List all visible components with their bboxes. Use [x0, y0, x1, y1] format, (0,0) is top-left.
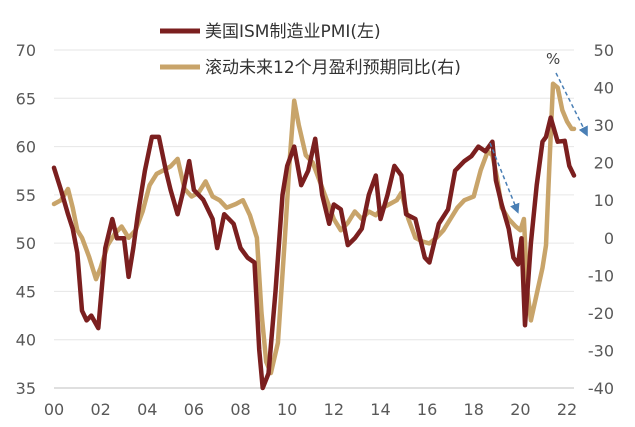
percent-annotation: %	[546, 50, 560, 68]
right-tick-label: -20	[588, 304, 614, 323]
x-tick-label: 18	[464, 400, 484, 419]
x-tick-label: 00	[44, 400, 64, 419]
right-tick-label: 0	[604, 229, 614, 248]
left-tick-label: 35	[16, 379, 36, 398]
x-tick-label: 02	[90, 400, 110, 419]
x-tick-label: 16	[417, 400, 437, 419]
x-tick-label: 20	[510, 400, 530, 419]
x-tick-label: 14	[370, 400, 390, 419]
right-tick-label: 50	[594, 41, 614, 60]
left-tick-label: 70	[16, 41, 36, 60]
trend-arrow-2019	[489, 142, 520, 214]
series-line-pmi	[51, 115, 577, 391]
x-tick-label: 12	[324, 400, 344, 419]
x-axis-ticks: 00 02 04 06 08 10 12 14 16 18 20 22	[44, 400, 577, 419]
gridlines	[54, 49, 574, 341]
right-tick-label: -10	[588, 266, 614, 285]
right-tick-label: -40	[588, 379, 614, 398]
x-tick-label: 06	[184, 400, 204, 419]
left-axis-ticks: 70 65 60 55 50 45 40 35	[16, 41, 36, 398]
right-tick-label: 40	[594, 79, 614, 98]
left-tick-label: 55	[16, 186, 36, 205]
left-tick-label: 65	[16, 89, 36, 108]
x-tick-label: 08	[230, 400, 250, 419]
legend: 美国ISM制造业PMI(左) 滚动未来12个月盈利预期同比(右)	[160, 22, 461, 78]
series-lines	[51, 81, 577, 391]
right-axis-ticks: 50 40 30 20 10 0 -10 -20 -30 -40	[588, 41, 614, 398]
left-tick-label: 60	[16, 138, 36, 157]
right-tick-label: -30	[588, 341, 614, 360]
x-tick-label: 22	[557, 400, 577, 419]
left-tick-label: 40	[16, 331, 36, 350]
series-line-earnings	[51, 81, 577, 376]
right-tick-label: 30	[594, 116, 614, 135]
legend-label-pmi: 美国ISM制造业PMI(左)	[205, 22, 381, 42]
right-tick-label: 20	[594, 154, 614, 173]
x-tick-label: 10	[277, 400, 297, 419]
right-tick-label: 10	[594, 191, 614, 210]
x-tick-label: 04	[137, 400, 157, 419]
left-tick-label: 50	[16, 234, 36, 253]
legend-label-earnings: 滚动未来12个月盈利预期同比(右)	[205, 58, 461, 78]
left-tick-label: 45	[16, 282, 36, 301]
